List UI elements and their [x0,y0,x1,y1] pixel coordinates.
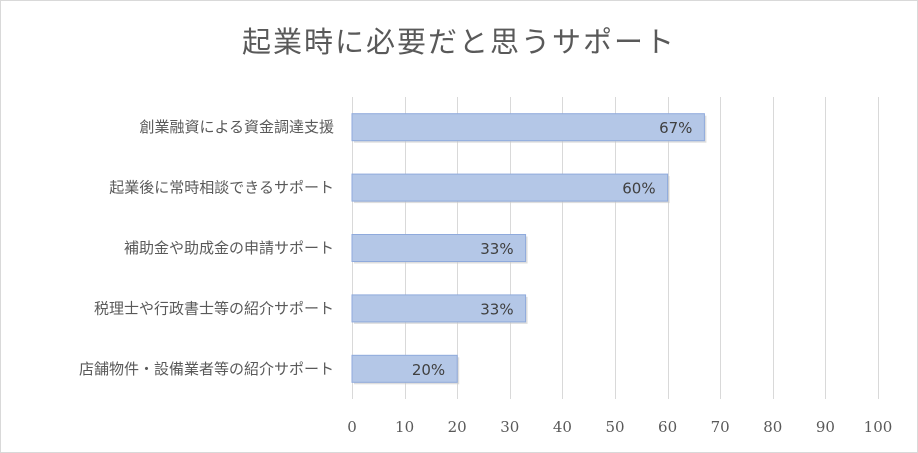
x-tick-label: 70 [711,418,730,436]
labels: 0 10 20 30 40 50 60 70 80 90 100 創業融資による資金調達支援 67% 起業… [79,118,892,436]
bar [351,294,527,323]
data-label: 33% [480,240,513,258]
category-label: 起業後に常時相談できるサポート [109,179,334,197]
x-tick-label: 20 [448,418,467,436]
x-tick-label: 10 [395,418,414,436]
x-tick-label: 100 [864,418,893,436]
x-tick-label: 50 [605,418,624,436]
bars [351,113,707,385]
x-tick-label: 80 [763,418,782,436]
x-tick-label: 40 [553,418,572,436]
x-tick-label: 30 [500,418,519,436]
chart-title: 起業時に必要だと思うサポート [241,25,676,59]
x-tick-label: 90 [816,418,835,436]
data-label: 20% [412,361,445,379]
bar [351,354,458,383]
x-tick-label: 60 [658,418,677,436]
bar [351,173,669,202]
bar [351,234,527,262]
category-label: 創業融資による資金調達支援 [139,118,334,136]
x-tick-label: 0 [347,418,357,436]
category-label: 店舗物件・設備業者等の紹介サポート [79,360,334,378]
data-label: 33% [480,300,513,318]
data-label: 67% [659,119,692,137]
category-label: 補助金や助成金の申請サポート [124,239,334,257]
data-label: 60% [622,180,655,198]
bar [351,113,705,142]
category-label: 税理士や行政書士等の紹介サポート [94,299,334,317]
